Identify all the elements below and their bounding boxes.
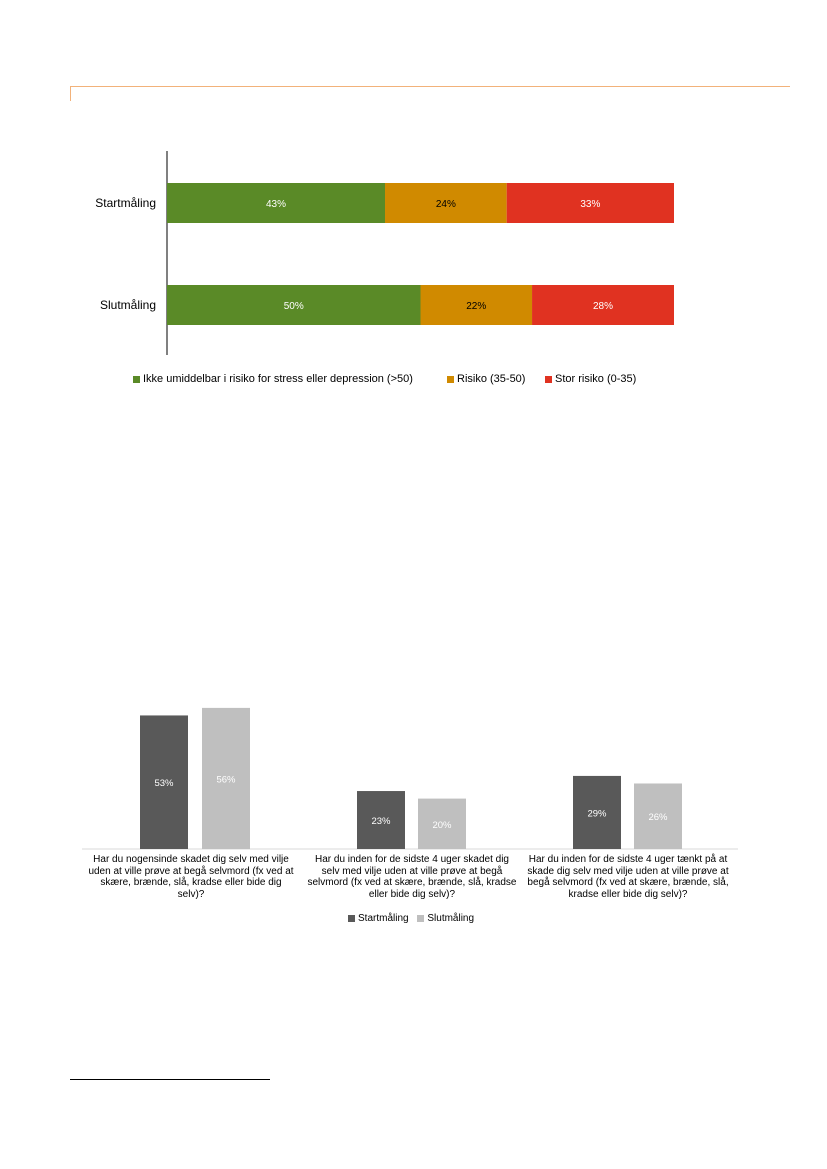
bar-segment-2-3 bbox=[532, 285, 674, 325]
legend-label-risk: Risiko (35-50) bbox=[457, 373, 526, 385]
legend-item-risk: Risiko (35-50) bbox=[447, 373, 525, 385]
data-label-3-end: 26% bbox=[648, 812, 668, 823]
data-label-1-3: 33% bbox=[580, 199, 600, 210]
category-label-1: Startmåling bbox=[95, 196, 156, 210]
data-label-3-start: 29% bbox=[587, 808, 607, 819]
data-label-1-start: 53% bbox=[154, 778, 174, 789]
data-label-1-1: 43% bbox=[266, 199, 286, 210]
data-label-2-2: 22% bbox=[466, 301, 486, 312]
category-label-3: Har du inden for de sidste 4 uger tænkt … bbox=[527, 854, 729, 900]
legend-swatch-high-risk bbox=[545, 375, 552, 383]
legend-swatch-end bbox=[417, 915, 425, 922]
legend-swatch-start bbox=[348, 915, 355, 922]
footnote-rule bbox=[70, 1079, 270, 1080]
legend-label-high-risk: Stor risiko (0-35) bbox=[555, 373, 637, 385]
bar-segment-1-3 bbox=[506, 183, 674, 223]
category-label-2: Har du inden for de sidste 4 uger skadet… bbox=[307, 854, 517, 900]
bar-segment-1-1 bbox=[167, 183, 386, 223]
bar-2-start bbox=[357, 791, 405, 849]
bar-segment-2-1 bbox=[167, 285, 421, 325]
bar-1-end bbox=[202, 707, 250, 849]
header-rule bbox=[70, 86, 790, 87]
bar-segment-2-2 bbox=[420, 285, 533, 325]
self-harm-grouped-bar-chart: 53% 56% 23% 20% 29% 26% bbox=[82, 707, 738, 850]
legend-item-start: Startmåling bbox=[348, 913, 409, 924]
category-label-2: Slutmåling bbox=[100, 298, 156, 312]
data-label-1-2: 24% bbox=[436, 199, 456, 210]
category-label-1: Har du nogensinde skadet dig selv med vi… bbox=[88, 854, 294, 900]
legend-item-no-risk: Ikke umiddelbar i risiko for stress elle… bbox=[133, 373, 413, 385]
bar-segment-1-2 bbox=[385, 183, 507, 223]
legend-item-high-risk: Stor risiko (0-35) bbox=[545, 373, 636, 385]
legend-swatch-no-risk bbox=[133, 375, 140, 383]
legend-label-start: Startmåling bbox=[358, 913, 409, 924]
data-label-1-end: 56% bbox=[216, 774, 236, 785]
bar-1-start bbox=[140, 715, 188, 849]
bar-3-end bbox=[634, 783, 682, 849]
legend-label-no-risk: Ikke umiddelbar i risiko for stress elle… bbox=[143, 373, 413, 385]
data-label-2-end: 20% bbox=[432, 820, 452, 831]
legend-label-end: Slutmåling bbox=[427, 913, 475, 924]
data-label-2-1: 50% bbox=[284, 301, 304, 312]
self-harm-chart-legend: Startmåling Slutmåling bbox=[348, 913, 474, 925]
bar-2-end bbox=[418, 798, 466, 849]
header-rule-corner bbox=[70, 86, 71, 101]
legend-swatch-risk bbox=[447, 375, 454, 383]
data-label-2-start: 23% bbox=[371, 816, 391, 827]
bar-3-start bbox=[573, 775, 621, 849]
data-label-2-3: 28% bbox=[593, 301, 613, 312]
legend-item-end: Slutmåling bbox=[417, 913, 474, 924]
risk-stacked-bar-chart: Startmåling 43% 24% 33% Slutmåling 50% 22% 28% bbox=[95, 151, 674, 355]
